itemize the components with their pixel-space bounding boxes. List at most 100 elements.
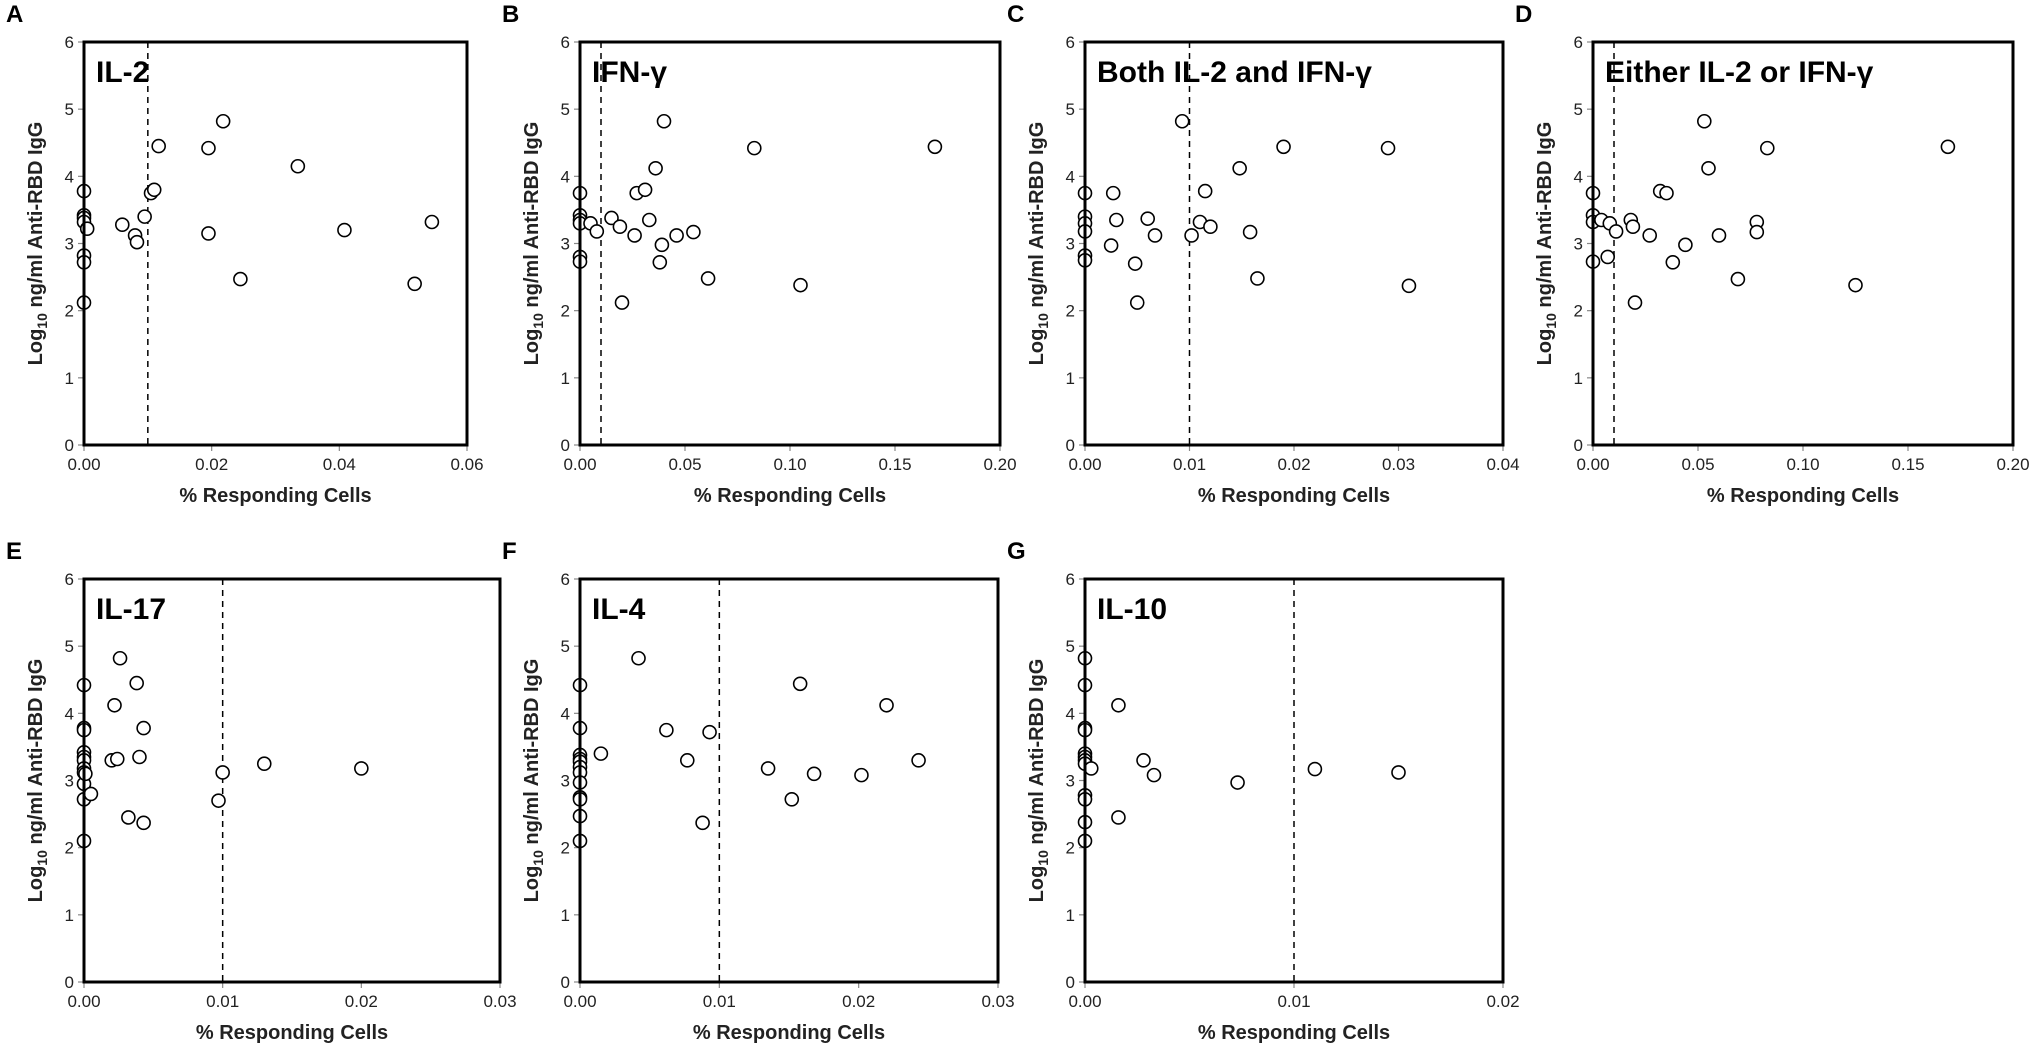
data-point bbox=[129, 234, 145, 250]
x-tick-label: 0.03 bbox=[981, 992, 1014, 1011]
x-tick-label: 0.02 bbox=[1277, 455, 1310, 474]
data-point bbox=[792, 676, 808, 692]
data-point bbox=[1242, 224, 1258, 240]
y-axis-label-log: Log bbox=[521, 329, 543, 366]
y-tick-label: 2 bbox=[561, 839, 570, 858]
data-point bbox=[879, 697, 894, 713]
data-point bbox=[1184, 228, 1199, 243]
data-point bbox=[1760, 140, 1775, 156]
y-axis-label-units: ng/ml Anti-RBD IgG bbox=[1026, 122, 1048, 313]
y-axis-label: Log10 ng/ml Anti-RBD IgG bbox=[521, 122, 546, 366]
plot-frame bbox=[82, 40, 469, 447]
y-axis-label-units: ng/ml Anti-RBD IgG bbox=[25, 122, 47, 313]
y-tick-label: 0 bbox=[561, 436, 570, 455]
data-point bbox=[1749, 224, 1765, 240]
data-point bbox=[604, 210, 619, 226]
data-point bbox=[612, 219, 628, 235]
data-point bbox=[656, 113, 672, 129]
data-point bbox=[1276, 139, 1291, 155]
x-tick-label: 0.03 bbox=[483, 992, 516, 1011]
data-point bbox=[1711, 228, 1727, 243]
data-point bbox=[648, 160, 663, 176]
x-axis-label: % Responding Cells bbox=[1707, 485, 1899, 507]
x-tick-label: 0.05 bbox=[1681, 455, 1714, 474]
plot-frame bbox=[578, 40, 1002, 447]
y-tick-label: 3 bbox=[1066, 235, 1075, 254]
data-point bbox=[637, 182, 653, 198]
data-point bbox=[1380, 140, 1396, 156]
data-point bbox=[614, 295, 630, 310]
y-tick-label: 2 bbox=[1066, 839, 1075, 858]
data-point bbox=[1608, 224, 1624, 239]
x-tick-label: 0.00 bbox=[563, 455, 596, 474]
data-point bbox=[1174, 113, 1190, 129]
data-point bbox=[1111, 810, 1126, 825]
y-tick-label: 3 bbox=[1574, 235, 1583, 254]
y-tick-label: 2 bbox=[561, 302, 570, 321]
data-point bbox=[115, 217, 130, 232]
data-point bbox=[1391, 765, 1406, 780]
y-tick-label: 4 bbox=[1066, 704, 1075, 723]
data-point bbox=[1678, 237, 1693, 253]
y-tick-label: 2 bbox=[65, 839, 74, 858]
x-tick-label: 0.04 bbox=[1486, 455, 1519, 474]
y-tick-label: 0 bbox=[1066, 436, 1075, 455]
y-axis-label-units: ng/ml Anti-RBD IgG bbox=[1026, 659, 1048, 850]
panel-title: IL-2 bbox=[96, 56, 149, 89]
y-tick-label: 5 bbox=[561, 637, 570, 656]
y-axis-label: Log10 ng/ml Anti-RBD IgG bbox=[25, 659, 50, 903]
data-point bbox=[702, 724, 717, 740]
panel-letter: E bbox=[6, 538, 22, 565]
data-point bbox=[1203, 219, 1218, 235]
data-point bbox=[109, 751, 125, 767]
data-point bbox=[1129, 295, 1145, 310]
y-tick-label: 2 bbox=[1574, 302, 1583, 321]
x-tick-label: 0.01 bbox=[703, 992, 736, 1011]
x-axis-label: % Responding Cells bbox=[694, 485, 886, 507]
y-tick-label: 3 bbox=[561, 235, 570, 254]
y-tick-label: 1 bbox=[1574, 369, 1583, 388]
y-tick-label: 1 bbox=[1066, 906, 1075, 925]
y-axis-label: Log10 ng/ml Anti-RBD IgG bbox=[25, 122, 50, 366]
y-axis-label: Log10 ng/ml Anti-RBD IgG bbox=[1534, 122, 1559, 366]
x-tick-label: 0.03 bbox=[1382, 455, 1415, 474]
data-point bbox=[201, 140, 216, 156]
data-point bbox=[686, 224, 701, 240]
data-point bbox=[1401, 278, 1417, 294]
y-tick-label: 5 bbox=[1574, 100, 1583, 119]
data-point bbox=[1701, 160, 1716, 176]
plot-frame bbox=[1083, 577, 1505, 984]
data-point bbox=[137, 209, 152, 224]
panel-letter: C bbox=[1007, 1, 1024, 28]
data-point bbox=[1659, 185, 1674, 201]
data-point bbox=[201, 226, 216, 241]
y-axis-label-log: Log bbox=[25, 866, 47, 903]
x-tick-label: 0.02 bbox=[345, 992, 378, 1011]
y-axis-label-subscript: 10 bbox=[1035, 313, 1051, 329]
data-point bbox=[1848, 277, 1863, 293]
data-point bbox=[233, 271, 248, 287]
x-tick-label: 0.02 bbox=[1486, 992, 1519, 1011]
data-point bbox=[1627, 295, 1643, 310]
data-point bbox=[83, 786, 99, 802]
y-tick-label: 5 bbox=[1066, 637, 1075, 656]
panel-title: Either IL-2 or IFN-γ bbox=[1605, 56, 1874, 89]
data-point bbox=[1250, 271, 1265, 286]
y-axis-label-subscript: 10 bbox=[530, 313, 546, 329]
data-point bbox=[1307, 761, 1323, 777]
y-axis-label-subscript: 10 bbox=[34, 850, 50, 866]
x-tick-label: 0.01 bbox=[206, 992, 239, 1011]
data-point bbox=[136, 720, 151, 736]
data-point bbox=[424, 214, 440, 230]
x-tick-label: 0.15 bbox=[1891, 455, 1924, 474]
plot-frame bbox=[1591, 40, 2015, 447]
y-tick-label: 4 bbox=[65, 167, 74, 186]
y-tick-label: 6 bbox=[561, 570, 570, 589]
y-tick-label: 3 bbox=[65, 235, 74, 254]
y-tick-label: 0 bbox=[65, 973, 74, 992]
data-point bbox=[1109, 212, 1124, 228]
data-point bbox=[659, 722, 674, 738]
y-tick-label: 4 bbox=[1066, 167, 1075, 186]
panel-title: IFN-γ bbox=[592, 56, 667, 89]
y-axis-label-units: ng/ml Anti-RBD IgG bbox=[1534, 122, 1556, 313]
